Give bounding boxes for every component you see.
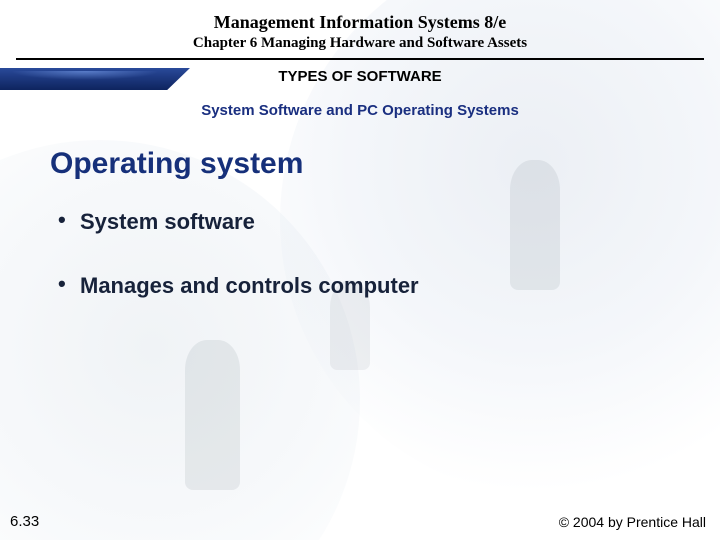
sub-title: System Software and PC Operating Systems [0, 102, 720, 119]
silhouette-icon [185, 340, 240, 490]
copyright: © 2004 by Prentice Hall [559, 514, 706, 530]
bullet-list: System software Manages and controls com… [50, 209, 670, 299]
bullet-item: System software [50, 209, 670, 235]
slide-header: Management Information Systems 8/e Chapt… [0, 0, 720, 60]
content-heading: Operating system [50, 147, 670, 181]
divider [16, 58, 704, 60]
chapter-line: Chapter 6 Managing Hardware and Software… [0, 35, 720, 52]
section-title: TYPES OF SOFTWARE [0, 64, 720, 85]
section-banner: TYPES OF SOFTWARE [0, 64, 720, 92]
slide: Management Information Systems 8/e Chapt… [0, 0, 720, 540]
book-title: Management Information Systems 8/e [0, 12, 720, 33]
page-number: 6.33 [10, 513, 39, 530]
bullet-item: Manages and controls computer [50, 273, 670, 299]
content-area: Operating system System software Manages… [0, 119, 720, 299]
